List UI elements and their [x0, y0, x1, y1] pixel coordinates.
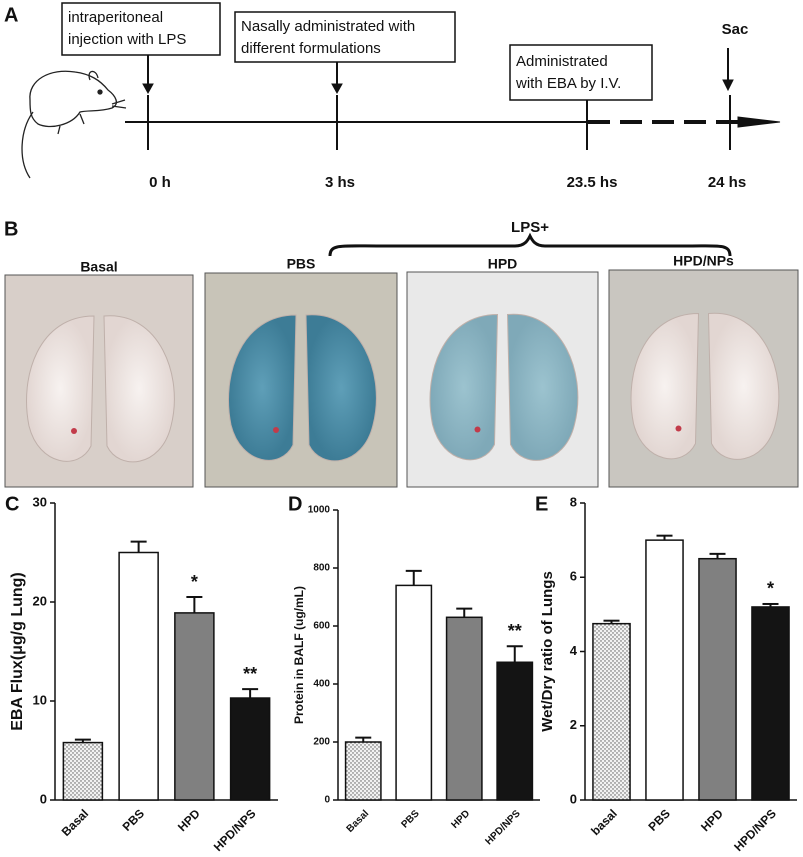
bar	[645, 539, 684, 801]
box-text: different formulations	[241, 40, 381, 57]
y-axis-label: EBA Flux(μg/g Lung)	[9, 572, 26, 731]
lung-lobe	[707, 312, 780, 460]
significance: **	[508, 621, 522, 641]
lung-lobe	[305, 314, 377, 462]
lung-lobe	[429, 313, 499, 461]
bar	[174, 612, 215, 801]
group-label: LPS+	[511, 219, 549, 236]
lung-lobe	[506, 313, 579, 461]
photo-label: HPD/NPs	[673, 253, 734, 269]
y-axis-label: Protein in BALF (ug/mL)	[292, 586, 306, 724]
box-text: Administrated	[516, 53, 608, 70]
time-label: 3 hs	[325, 174, 355, 191]
photo-label: Basal	[80, 259, 117, 275]
photo-label: HPD	[488, 256, 518, 272]
x-tick-label: HPD/NPS	[211, 806, 259, 854]
y-tick-label: 2	[570, 717, 577, 732]
time-label: 0 h	[149, 174, 171, 191]
x-tick-label: Basal	[59, 806, 92, 839]
lung-lobe	[228, 314, 297, 461]
x-tick-label: Basal	[345, 808, 372, 835]
photo-label: PBS	[287, 256, 316, 272]
lung-lobe	[630, 312, 700, 460]
significance: *	[767, 579, 774, 599]
bracket	[328, 232, 732, 257]
significance: **	[243, 664, 257, 684]
time-label: 23.5 hs	[567, 174, 618, 191]
y-tick-label: 0	[40, 791, 47, 806]
x-tick-label: HPD/NPS	[484, 808, 523, 847]
y-tick-label: 1000	[308, 505, 331, 516]
time-label: 24 hs	[708, 174, 746, 191]
bar	[698, 557, 737, 801]
panel-label: C	[5, 493, 19, 515]
x-tick-label: HPD	[175, 806, 203, 834]
bar	[395, 584, 433, 801]
bar	[496, 661, 534, 801]
sac-label: Sac	[722, 21, 749, 38]
x-tick-label: basal	[588, 806, 620, 838]
y-tick-label: 6	[570, 569, 577, 584]
x-tick-label: HPD	[450, 808, 473, 831]
panel-label: D	[288, 493, 302, 515]
y-tick-label: 0	[570, 791, 577, 806]
bar	[344, 741, 382, 801]
y-tick-label: 600	[313, 621, 330, 632]
bar	[592, 622, 631, 801]
y-tick-label: 8	[570, 494, 577, 509]
spot	[71, 428, 77, 434]
timeline	[61, 2, 781, 150]
panel-label: A	[4, 4, 18, 26]
lung-lobe	[103, 315, 175, 463]
x-tick-label: PBS	[399, 808, 422, 831]
bar	[229, 697, 271, 801]
x-tick-label: HPD	[698, 806, 726, 834]
panel-label: E	[535, 493, 548, 515]
y-axis-label: Wet/Dry ratio of Lungs	[539, 571, 556, 732]
spot	[675, 425, 682, 432]
box-text: with EBA by I.V.	[515, 75, 621, 92]
mouse-icon	[21, 70, 127, 179]
spot	[273, 427, 279, 433]
box-text: intraperitoneal	[68, 9, 163, 26]
x-tick-label: HPD/NPS	[731, 806, 779, 854]
panel-label: B	[4, 218, 18, 240]
y-tick-label: 200	[313, 737, 330, 748]
y-tick-label: 30	[33, 494, 47, 509]
x-tick-label: PBS	[120, 806, 147, 833]
box-text: Nasally administrated with	[241, 18, 415, 35]
y-tick-label: 4	[570, 643, 578, 658]
bar	[118, 551, 159, 801]
bar	[445, 616, 483, 801]
bar	[751, 606, 790, 801]
spot	[474, 426, 481, 433]
y-tick-label: 20	[33, 593, 47, 608]
y-tick-label: 10	[33, 692, 47, 707]
y-tick-label: 400	[313, 679, 330, 690]
box-text: injection with LPS	[68, 31, 186, 48]
y-tick-label: 0	[324, 795, 330, 806]
photo-panel	[4, 269, 799, 488]
y-tick-label: 800	[313, 563, 330, 574]
lung-lobe	[26, 315, 95, 462]
x-tick-label: PBS	[646, 806, 673, 833]
bar	[62, 741, 104, 801]
significance: *	[191, 572, 198, 592]
